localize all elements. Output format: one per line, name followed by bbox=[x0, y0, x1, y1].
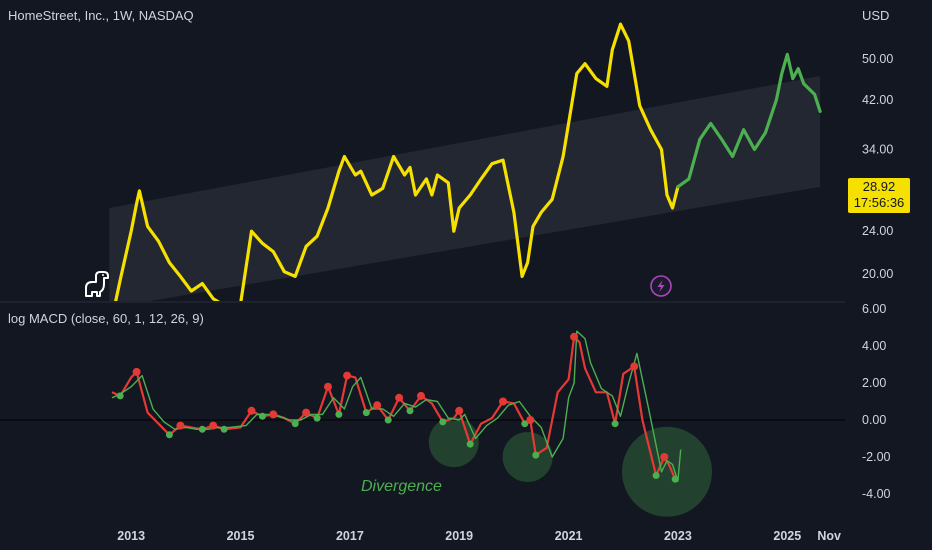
macd-y-tick-1: 4.00 bbox=[862, 339, 886, 353]
macd-trough-dot bbox=[220, 425, 228, 433]
macd-peak-dot bbox=[132, 367, 141, 376]
macd-peak-dot bbox=[302, 408, 311, 417]
symbol-title[interactable]: HomeStreet, Inc., 1W, NASDAQ bbox=[8, 8, 194, 23]
macd-peak-dot bbox=[269, 410, 278, 419]
macd-y-tick-4: -2.00 bbox=[862, 450, 891, 464]
macd-peak-dot bbox=[526, 416, 535, 424]
macd-indicator-title[interactable]: log MACD (close, 60, 1, 12, 26, 9) bbox=[8, 311, 204, 326]
price-y-tick-2: 34.00 bbox=[862, 143, 893, 157]
x-tick-2: 2017 bbox=[336, 529, 364, 543]
lightning-event-icon[interactable] bbox=[650, 275, 672, 297]
highlight-region-1[interactable] bbox=[502, 432, 553, 482]
macd-peak-dot bbox=[324, 382, 332, 391]
x-tick-3: 2019 bbox=[445, 529, 473, 543]
macd-trough-dot bbox=[466, 440, 474, 448]
macd-peak-dot bbox=[499, 397, 507, 406]
x-tick-1: 2015 bbox=[227, 529, 255, 543]
macd-peak-dot bbox=[373, 401, 382, 410]
macd-y-tick-5: -4.00 bbox=[862, 487, 891, 501]
price-series-line-0[interactable] bbox=[114, 22, 680, 308]
axes: 50.00 42.00 34.00 24.00 20.00 6.00 4.00 2.00 0.0… bbox=[0, 52, 893, 543]
macd-trough-dot bbox=[532, 451, 540, 459]
macd-trough-dot bbox=[165, 431, 173, 439]
x-tick-7: Nov bbox=[817, 529, 841, 543]
macd-trough-dot bbox=[313, 414, 321, 422]
macd-peak-dot bbox=[660, 453, 669, 461]
macd-trough-dot bbox=[335, 410, 343, 418]
macd-trough-dot bbox=[258, 412, 266, 420]
macd-trough-dot bbox=[671, 475, 679, 483]
macd-series-line-1[interactable] bbox=[111, 330, 682, 482]
macd-y-tick-2: 2.00 bbox=[862, 376, 886, 390]
bar-countdown: 17:56:36 bbox=[853, 195, 905, 210]
x-tick-6: 2025 bbox=[773, 529, 801, 543]
macd-peak-dot bbox=[417, 391, 425, 400]
divergence-annotation: Divergence bbox=[361, 478, 442, 495]
regression-channel[interactable] bbox=[109, 76, 821, 308]
x-tick-4: 2021 bbox=[555, 529, 583, 543]
macd-y-tick-0: 6.00 bbox=[862, 302, 886, 316]
macd-trough-dot bbox=[116, 392, 124, 400]
macd-trough-dot bbox=[439, 418, 447, 426]
highlight-region-2[interactable] bbox=[622, 426, 712, 517]
macd-y-tick-3: 0.00 bbox=[862, 413, 886, 427]
macd-trough-dot bbox=[406, 407, 414, 415]
macd-peak-dot bbox=[455, 406, 464, 415]
macd-trough-dot bbox=[521, 420, 529, 428]
macd-peak-dot bbox=[209, 421, 218, 430]
last-price-tag: 28.92 17:56:36 bbox=[848, 178, 910, 213]
macd-peak-dot bbox=[630, 362, 639, 371]
price-pane bbox=[109, 22, 822, 308]
currency-label[interactable]: USD bbox=[862, 8, 890, 23]
icons-layer bbox=[85, 271, 672, 297]
last-price-value: 28.92 bbox=[862, 179, 896, 194]
x-tick-5: 2023 bbox=[664, 529, 692, 543]
macd-peak-dot bbox=[343, 371, 352, 380]
macd-peak-dot bbox=[570, 332, 579, 341]
macd-trough-dot bbox=[362, 409, 370, 417]
price-y-tick-0: 50.00 bbox=[862, 52, 893, 66]
macd-peak-dot bbox=[395, 393, 404, 402]
macd-trough-dot bbox=[652, 472, 660, 479]
x-tick-0: 2013 bbox=[117, 529, 145, 543]
macd-trough-dot bbox=[198, 425, 206, 433]
macd-series-line-0[interactable] bbox=[111, 335, 679, 481]
macd-trough-dot bbox=[384, 416, 392, 424]
macd-pane bbox=[0, 330, 845, 517]
macd-peak-dot bbox=[247, 406, 256, 415]
macd-trough-dot bbox=[611, 420, 619, 428]
price-y-tick-4: 20.00 bbox=[862, 267, 893, 281]
macd-trough-dot bbox=[291, 420, 299, 428]
price-y-tick-3: 24.00 bbox=[862, 224, 893, 238]
macd-peak-dot bbox=[176, 421, 185, 430]
price-series-line-1[interactable] bbox=[676, 52, 822, 189]
price-y-tick-1: 42.00 bbox=[862, 93, 893, 107]
dinosaur-logo-icon bbox=[85, 271, 109, 297]
